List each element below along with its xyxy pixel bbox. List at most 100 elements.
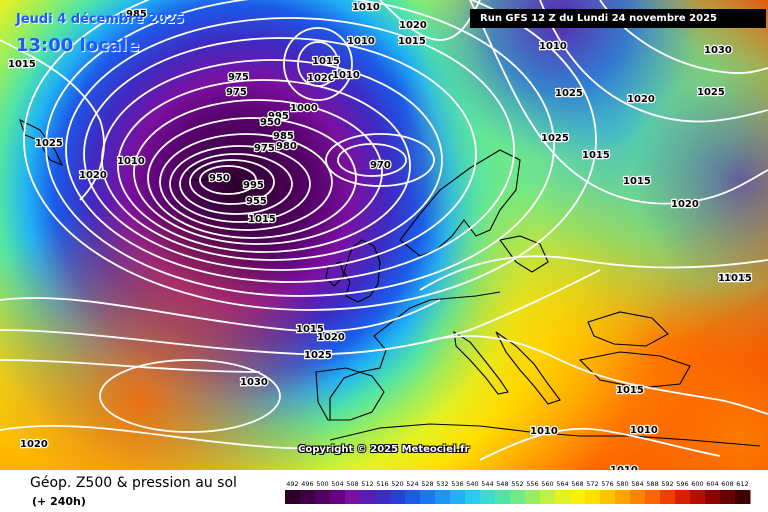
- isobar-980: [133, 99, 383, 245]
- scale-tick-label: 524: [406, 480, 418, 488]
- scale-tick-label: 504: [331, 480, 343, 488]
- scale-swatch: [555, 490, 571, 504]
- scale-tick-label: 580: [616, 480, 628, 488]
- pressure-label: 1020: [307, 73, 335, 84]
- pressure-label: 1020: [399, 20, 427, 31]
- isobar-965: [169, 145, 311, 223]
- scale-tick-label: 568: [571, 480, 583, 488]
- coast-western-europe: [329, 291, 501, 420]
- scale-swatch: [360, 490, 376, 504]
- scale-swatch: [705, 490, 721, 504]
- scale-tick-label: 516: [376, 480, 388, 488]
- pressure-label: 1015: [312, 56, 340, 67]
- scale-tick-label: 520: [391, 480, 403, 488]
- coast-turkey: [578, 351, 691, 389]
- pressure-label: 1015: [724, 273, 752, 284]
- legend-title: Géop. Z500 & pression au sol: [30, 475, 237, 491]
- pressure-label: 1015: [398, 36, 426, 47]
- coast-baltic: [499, 235, 549, 273]
- isobar-east-1: [469, 0, 768, 205]
- scale-tick-label: 592: [661, 480, 673, 488]
- isobar-east-low-2: [325, 133, 435, 187]
- pressure-label: 1020: [79, 170, 107, 181]
- scale-swatch: [720, 490, 736, 504]
- scale-tick-label: 548: [496, 480, 508, 488]
- scale-tick-label: 500: [316, 480, 328, 488]
- isobar-west-high: [99, 359, 281, 433]
- isobar-north-low-2: [283, 27, 353, 101]
- isobar-1000: [65, 17, 515, 283]
- isobar-1020-sw: [0, 424, 331, 450]
- scale-tick-label: 512: [361, 480, 373, 488]
- pressure-label: 1015: [296, 324, 324, 335]
- scale-swatch: [420, 490, 436, 504]
- pressure-label: 985: [273, 131, 294, 142]
- coast-north-africa: [329, 423, 761, 447]
- isobar-995: [83, 37, 477, 271]
- isobar-east-low-1: [337, 143, 407, 177]
- scale-tick-label: 604: [706, 480, 718, 488]
- isobar-1005: [45, 0, 555, 297]
- scale-swatch: [390, 490, 406, 504]
- isobar-east-5: [429, 335, 768, 415]
- valid-time: 13:00 locale: [16, 35, 140, 56]
- pressure-labels: 985 1010 1020 1015 1010 1030 1015 1025 1010 1020 1…: [7, 1, 753, 470]
- pressure-label: 1020: [627, 94, 655, 105]
- scale-swatch: [585, 490, 601, 504]
- coast-greenland: [19, 118, 64, 167]
- scale-swatch: [600, 490, 616, 504]
- scale-swatch: [330, 490, 346, 504]
- scale-swatch: [480, 490, 496, 504]
- scale-swatch: [495, 490, 511, 504]
- pressure-label: 1025: [697, 87, 725, 98]
- pressure-label: 950: [209, 173, 230, 184]
- pressure-label: 1025: [555, 88, 583, 99]
- scale-swatch: [675, 490, 691, 504]
- pressure-label: 995: [268, 111, 289, 122]
- scale-tick-label: 544: [481, 480, 493, 488]
- scale-tick-label: 576: [601, 480, 613, 488]
- pressure-label: 1010: [352, 2, 380, 13]
- scale-tick-label: 600: [691, 480, 703, 488]
- scale-swatch: [300, 490, 316, 504]
- scale-tick-label: 540: [466, 480, 478, 488]
- pressure-label: 1025: [304, 350, 332, 361]
- scale-tick-label: 560: [541, 480, 553, 488]
- scale-tick-label: 596: [676, 480, 688, 488]
- valid-date: Jeudi 4 décembre 2025: [16, 12, 185, 27]
- copyright: Copyright © 2025 Meteociel.fr: [298, 444, 470, 455]
- scale-swatch: [570, 490, 586, 504]
- pressure-label: 1010: [530, 426, 558, 437]
- isobar-1025-west: [0, 359, 261, 373]
- pressure-label: 1015: [616, 385, 644, 396]
- pressure-label: 995: [243, 180, 264, 191]
- isobar-985: [117, 79, 411, 253]
- pressure-label: 970: [370, 160, 391, 171]
- scale-tick-label: 496: [301, 480, 313, 488]
- isobar-955: [189, 159, 275, 205]
- run-banner: Run GFS 12 Z du Lundi 24 novembre 2025: [470, 9, 766, 28]
- scale-tick-label: 612: [736, 480, 748, 488]
- isobar-east-4: [419, 255, 768, 291]
- isobar-975: [147, 117, 357, 239]
- scale-swatch: [375, 490, 391, 504]
- pressure-label: 975: [254, 143, 275, 154]
- scale-swatch: [690, 490, 706, 504]
- pressure-label: 1030: [704, 45, 732, 56]
- scale-swatch: [645, 490, 661, 504]
- isobar-950: [199, 165, 257, 195]
- scale-swatch: [735, 490, 751, 504]
- scale-swatch: [540, 490, 556, 504]
- pressure-label: 1000: [290, 103, 318, 114]
- isobar-970: [159, 133, 333, 231]
- pressure-label: 1020: [20, 439, 48, 450]
- pressure-label: 1010: [630, 425, 658, 436]
- scale-tick-label: 492: [286, 480, 298, 488]
- pressure-label: 1020: [671, 199, 699, 210]
- pressure-label: 1015: [623, 176, 651, 187]
- pressure-label: 1025: [35, 138, 63, 149]
- scale-swatch: [285, 490, 301, 504]
- pressure-label: 975: [226, 87, 247, 98]
- coast-balkans: [495, 331, 561, 405]
- map-canvas: 985 1010 1020 1015 1010 1030 1015 1025 1010 1020 1…: [0, 0, 768, 470]
